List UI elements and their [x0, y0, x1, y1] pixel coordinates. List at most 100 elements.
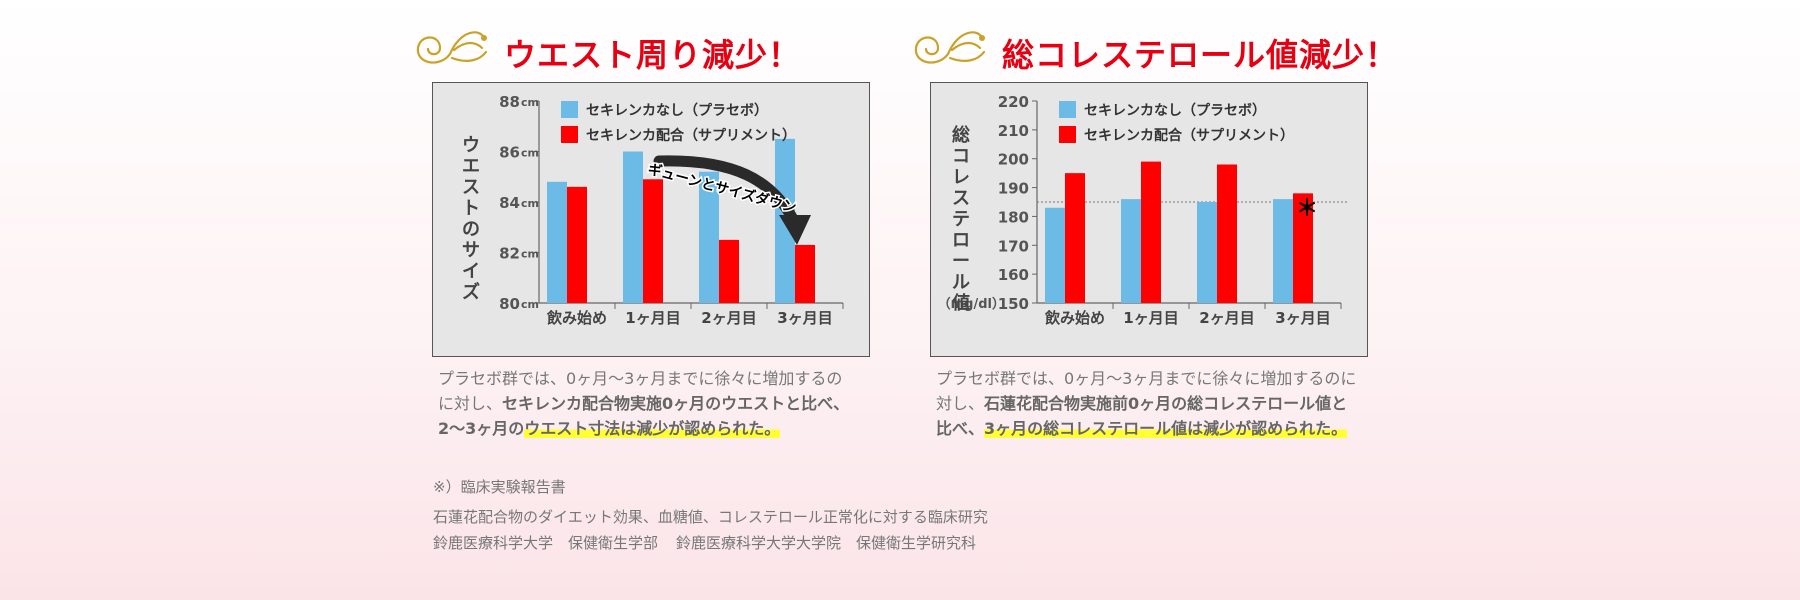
bar-supplement — [1065, 173, 1085, 303]
bar-supplement — [1217, 164, 1237, 303]
y-axis-label-char: ロ — [952, 230, 970, 251]
y-tick-unit: cm — [521, 147, 539, 160]
y-tick-unit: cm — [521, 197, 539, 210]
y-tick-label: 82 — [499, 245, 520, 263]
legend-swatch — [1059, 126, 1076, 143]
waist-panel: ウエスト周り減少！ 80 cm 82 cm 84 cm 86 cm 88 cm ウエストのサイズ飲み… — [410, 0, 870, 450]
caption-highlight-text: ウエスト寸法は減少が認められた。 — [524, 419, 781, 438]
caption-text: に対し、 — [438, 394, 503, 413]
y-tick-unit: cm — [521, 248, 539, 261]
ornament-icon — [416, 31, 488, 64]
cholesterol-heading: 総コレステロール値減少！ — [908, 22, 1397, 74]
cholesterol-chart-svg: 150 160 170 180 190 200 210 220 （mg/dl） 総コレステロール値… — [938, 93, 1347, 327]
x-tick-label: 飲み始め — [546, 309, 607, 327]
y-tick-label: 150 — [998, 295, 1029, 313]
x-tick-label: 3ヶ月目 — [777, 309, 832, 327]
cholesterol-chart: 150 160 170 180 190 200 210 220 （mg/dl） 総コレステロール値… — [930, 82, 1368, 357]
bar-supplement — [1141, 161, 1161, 303]
y-axis-label-char: レ — [952, 167, 970, 188]
y-axis-label-char: ズ — [462, 281, 480, 303]
y-tick-label: 84 — [499, 194, 520, 212]
caption-bold-text: 比べ、 — [936, 419, 985, 438]
bar-placebo — [699, 171, 719, 303]
caption-line: 比べ、3ヶ月の総コレステロール値は減少が認められた。 — [936, 416, 1376, 441]
caption-bold-text: 石蓮花配合物実施前0ヶ月の総コレステロール値と — [984, 394, 1348, 413]
y-tick-label: 80 — [499, 295, 520, 313]
legend-label: セキレンカ配合（サプリメント） — [586, 127, 796, 144]
reference-title: 石蓮花配合物のダイエット効果、血糖値、コレステロール正常化に対する臨床研究 — [433, 508, 988, 526]
y-axis-label-char: ル — [952, 272, 970, 293]
y-axis-label-char: ー — [952, 251, 970, 272]
arrowhead-icon — [779, 215, 811, 245]
reference-heading: ※）臨床実験報告書 — [433, 478, 566, 496]
legend-label: セキレンカなし（プラセボ） — [586, 103, 768, 119]
caption-line: プラセボ群では、0ヶ月〜3ヶ月までに徐々に増加するの — [438, 369, 843, 388]
y-tick-label: 180 — [998, 208, 1029, 226]
waist-chart: 80 cm 82 cm 84 cm 86 cm 88 cm ウエストのサイズ飲み始め 1ヶ月目 2ヶ月目… — [432, 82, 870, 357]
x-tick-label: 1ヶ月目 — [625, 309, 680, 327]
y-axis-label-char: ス — [462, 177, 480, 198]
y-axis-label-char: サ — [462, 240, 480, 261]
bar-placebo — [1197, 202, 1217, 303]
caption-line: プラセボ群では、0ヶ月〜3ヶ月までに徐々に増加するのに — [936, 369, 1357, 388]
caption-line: 対し、石蓮花配合物実施前0ヶ月の総コレステロール値と — [936, 391, 1376, 416]
caption-highlight-text: 3ヶ月の総コレステロール値は減少が認められた。 — [984, 419, 1348, 438]
y-tick-label: 88 — [499, 93, 520, 111]
arrow-icon — [653, 155, 801, 229]
caption-bold-text: 2〜3ヶ月の — [438, 419, 525, 438]
y-axis-label-char: コ — [952, 146, 970, 167]
references: ※）臨床実験報告書 石蓮花配合物のダイエット効果、血糖値、コレステロール正常化に… — [433, 474, 988, 556]
y-axis-label-char: の — [462, 219, 480, 240]
bar-supplement — [1293, 193, 1313, 303]
x-tick-label: 1ヶ月目 — [1123, 309, 1178, 327]
x-tick-label: 3ヶ月目 — [1275, 309, 1330, 327]
ornament-icon — [914, 31, 986, 64]
waist-caption: プラセボ群では、0ヶ月〜3ヶ月までに徐々に増加するの に対し、セキレンカ配合物実… — [438, 366, 878, 441]
legend-label: セキレンカ配合（サプリメント） — [1084, 127, 1294, 144]
bar-placebo — [623, 151, 643, 303]
y-tick-label: 200 — [998, 151, 1029, 169]
affiliation: 鈴鹿医療科学大学大学院 保健衛生学研究科 — [676, 534, 977, 552]
y-axis-label-char: ス — [952, 188, 970, 209]
cholesterol-panel: 総コレステロール値減少！ 150 160 170 180 190 200 210 220 （mg… — [908, 0, 1397, 450]
bar-supplement — [719, 239, 739, 303]
y-axis-label-char: 総 — [952, 124, 970, 146]
caption-line: に対し、セキレンカ配合物実施0ヶ月のウエストと比べ、 — [438, 391, 878, 416]
y-tick-label: 210 — [998, 122, 1029, 140]
y-tick-label: 170 — [998, 237, 1029, 255]
y-axis-label-char: イ — [462, 261, 480, 282]
cholesterol-heading-text: 総コレステロール値減少！ — [1002, 36, 1399, 74]
y-axis-label-char: 値 — [951, 292, 970, 314]
caption-bold-text: セキレンカ配合物実施0ヶ月のウエストと比べ、 — [502, 394, 850, 413]
y-tick-label: 86 — [499, 144, 520, 162]
bar-placebo — [547, 181, 567, 303]
significance-marker: ＊ — [1296, 196, 1318, 221]
y-unit-label: （mg/dl） — [938, 296, 1005, 312]
legend-swatch — [1059, 101, 1076, 118]
y-axis-label-char: ト — [462, 198, 480, 219]
legend-swatch — [561, 101, 578, 118]
bar-supplement — [795, 244, 815, 303]
affiliation: 鈴鹿医療科学大学 保健衛生学部 — [433, 534, 659, 552]
legend-label: セキレンカなし（プラセボ） — [1084, 103, 1266, 119]
y-tick-label: 220 — [998, 93, 1029, 111]
y-tick-unit: cm — [521, 96, 539, 109]
legend-swatch — [561, 126, 578, 143]
reference-affiliations: 鈴鹿医療科学大学 保健衛生学部 鈴鹿医療科学大学大学院 保健衛生学研究科 — [433, 530, 988, 556]
caption-text: 対し、 — [936, 394, 985, 413]
y-axis-label-char: テ — [952, 209, 970, 230]
y-tick-unit: cm — [521, 298, 539, 311]
bar-placebo — [1045, 207, 1065, 303]
y-axis-label-char: エ — [462, 156, 480, 177]
y-axis-label-char: ウ — [462, 135, 480, 156]
caption-line: 2〜3ヶ月のウエスト寸法は減少が認められた。 — [438, 416, 878, 441]
bar-placebo — [1121, 199, 1141, 303]
y-tick-label: 190 — [998, 180, 1029, 198]
x-tick-label: 2ヶ月目 — [701, 309, 756, 327]
waist-heading-text: ウエスト周り減少！ — [504, 36, 802, 74]
bar-supplement — [567, 186, 587, 303]
y-tick-label: 160 — [998, 266, 1029, 284]
bar-placebo — [1273, 199, 1293, 303]
bar-supplement — [643, 179, 663, 303]
